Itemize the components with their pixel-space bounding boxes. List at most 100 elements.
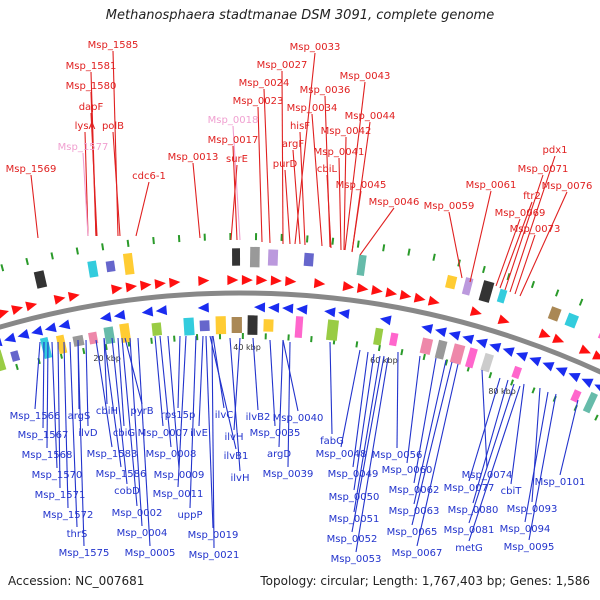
- reverse-gene-arrow: [99, 311, 112, 322]
- gene-category-box: [464, 347, 478, 369]
- gene-category-box: [582, 391, 598, 414]
- leader-line: [524, 391, 549, 523]
- reverse-gene-arrow: [581, 378, 594, 388]
- gene-label-forward: Msp_0073: [510, 224, 561, 235]
- gene-label-reverse: Msp_0019: [188, 530, 239, 541]
- leader-line: [559, 399, 579, 476]
- gene-label-reverse: Msp_1586: [96, 469, 147, 480]
- gene-label-forward: argF: [282, 139, 304, 150]
- leader-line: [509, 155, 556, 293]
- leader-line: [287, 341, 291, 468]
- gene-label-reverse: Msp_0004: [117, 528, 168, 539]
- leader-line: [34, 341, 41, 410]
- reverse-gene-arrow: [502, 347, 515, 357]
- tick-mark: [104, 343, 108, 351]
- reverse-gene-arrow: [489, 342, 502, 353]
- gene-label-reverse: Msp_1570: [32, 470, 83, 481]
- leader-line: [269, 339, 276, 427]
- forward-gene-arrow: [67, 291, 80, 302]
- leader-line: [117, 337, 125, 427]
- kbp-scale-label: 80 kbp: [488, 387, 516, 396]
- tick-mark: [578, 298, 584, 306]
- forward-gene-arrow: [578, 344, 591, 354]
- tick-mark: [152, 236, 155, 245]
- leader-line: [531, 387, 541, 503]
- leader-line: [82, 152, 89, 237]
- gene-category-box: [249, 246, 260, 268]
- leader-line: [112, 131, 121, 237]
- gene-label-reverse: Msp_0067: [392, 548, 443, 559]
- leader-line: [406, 355, 421, 464]
- leader-line: [257, 106, 263, 243]
- leader-line: [230, 164, 238, 241]
- leader-line: [413, 359, 447, 505]
- reverse-gene-arrow: [296, 304, 308, 315]
- leader-line: [510, 383, 525, 485]
- forward-gene-arrow: [241, 274, 253, 285]
- leader-line: [359, 207, 395, 256]
- leader-line: [77, 341, 85, 547]
- gene-category-box: [325, 319, 339, 341]
- tick-mark: [530, 280, 536, 289]
- reverse-gene-arrow: [421, 324, 434, 334]
- tick-mark: [15, 363, 19, 371]
- leader-line: [205, 335, 214, 529]
- gene-category-box: [33, 270, 48, 289]
- reverse-gene-arrow: [379, 315, 392, 326]
- page-title: Methanosphaera stadtmanae DSM 3091, comp…: [105, 8, 495, 23]
- gene-category-box: [547, 306, 562, 322]
- gene-label-reverse: Msp_1568: [22, 450, 73, 461]
- tick-mark: [331, 237, 335, 245]
- leader-line: [351, 355, 385, 533]
- gene-label-forward: Msp_0041: [314, 147, 365, 158]
- gene-label-forward: Msp_1580: [66, 81, 117, 92]
- leader-line: [263, 88, 271, 244]
- leader-line: [85, 339, 89, 427]
- gene-category-box: [434, 339, 448, 360]
- tick-mark: [531, 387, 536, 394]
- forward-gene-arrow: [256, 275, 268, 286]
- tick-mark: [101, 243, 105, 251]
- leader-line: [396, 351, 399, 449]
- gene-label-reverse: Msp_0074: [462, 470, 513, 481]
- leader-line: [344, 81, 366, 251]
- gene-category-box: [247, 315, 258, 335]
- gene-label-reverse: Msp_0077: [444, 483, 495, 494]
- gene-category-box: [564, 312, 580, 329]
- leader-line: [353, 355, 381, 513]
- gene-label-reverse: Msp_0049: [328, 469, 379, 480]
- leader-line: [416, 363, 459, 547]
- gene-category-box: [39, 336, 53, 359]
- gene-category-box: [480, 352, 494, 373]
- gene-category-box: [445, 274, 458, 290]
- gene-label-reverse: Msp_0060: [382, 465, 433, 476]
- tick-mark: [306, 235, 309, 243]
- tick-mark: [355, 341, 359, 348]
- leader-line: [519, 191, 568, 297]
- leader-line: [177, 335, 181, 409]
- leader-line: [504, 174, 544, 291]
- reverse-gene-arrow: [268, 302, 280, 313]
- reverse-gene-arrow: [594, 384, 600, 394]
- leader-line: [481, 369, 488, 469]
- leader-line: [95, 339, 113, 448]
- forward-gene-arrow: [11, 305, 24, 315]
- leader-line: [63, 341, 69, 509]
- reverse-gene-arrow: [4, 332, 16, 343]
- leader-line: [472, 379, 509, 504]
- reverse-gene-arrow: [542, 362, 555, 372]
- gene-label-reverse: Msp_0053: [331, 554, 382, 565]
- reverse-gene-arrow: [44, 322, 57, 333]
- gene-category-box: [119, 323, 132, 343]
- reverse-gene-arrow: [324, 307, 336, 318]
- gene-label-forward: Msp_0024: [239, 78, 290, 89]
- leader-line: [252, 337, 259, 411]
- leader-line: [353, 353, 375, 491]
- reverse-gene-arrow: [141, 306, 154, 317]
- leader-line: [448, 211, 463, 279]
- leader-line: [284, 169, 291, 245]
- gene-label-reverse: ilvD: [78, 428, 97, 439]
- gene-label-forward: lysA: [75, 121, 96, 132]
- gene-label-reverse: Msp_1572: [43, 510, 94, 521]
- gene-category-box: [199, 320, 210, 332]
